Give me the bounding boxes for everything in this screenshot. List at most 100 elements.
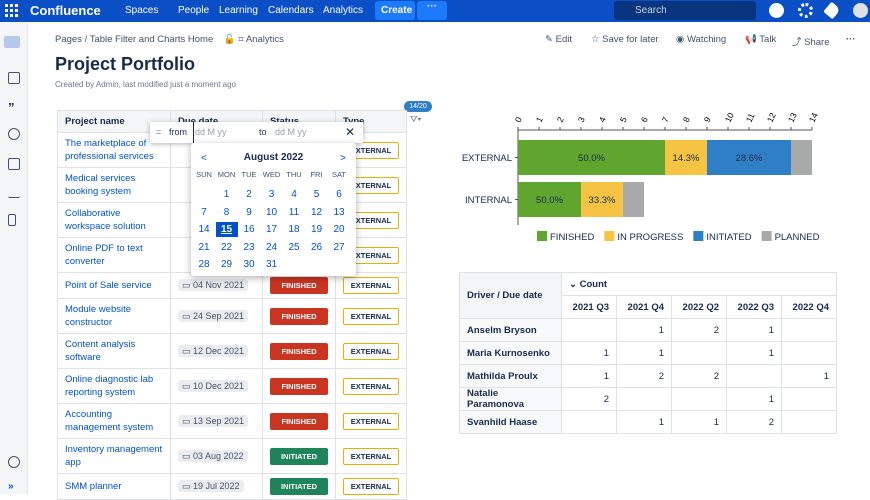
attachments-icon[interactable] [8,128,20,140]
day[interactable]: 3 [268,189,275,200]
project-link[interactable]: Point of Sale service [65,280,152,291]
day[interactable]: 5 [313,189,320,200]
filter-badge[interactable]: 14/20 [404,101,432,112]
pages-icon[interactable] [8,72,20,84]
help-icon[interactable] [769,3,784,18]
settings-icon[interactable] [8,456,20,468]
nav-item[interactable]: Spaces [125,5,159,16]
filter-icon[interactable]: ⛛▾ [410,114,422,124]
search-placeholder[interactable]: Search [635,5,667,16]
logo[interactable]: Confluence [30,3,101,18]
column-header[interactable]: Project name [57,110,171,133]
day[interactable]: 23 [243,241,255,253]
day[interactable]: 1 [223,189,230,200]
day[interactable]: 29 [220,259,233,270]
nav-item[interactable]: Analytics [323,5,364,16]
day[interactable]: 19 [310,224,323,235]
day[interactable]: 13 [333,206,345,218]
breadcrumb-item[interactable]: Table Filter and Charts Home [89,34,214,45]
count-cell [781,318,837,342]
notifications-icon[interactable] [823,1,841,20]
bar-segment [581,182,623,217]
nav-item[interactable]: Learning [219,5,258,16]
project-link[interactable]: Collaborative workspace solution [65,208,146,232]
day[interactable]: 28 [198,259,210,270]
more-actions[interactable]: ··· [846,34,856,45]
avatar[interactable] [853,3,868,18]
project-link[interactable]: Accounting management system [65,409,154,433]
action[interactable]: 📢 Talk [745,34,777,45]
operator[interactable]: = [156,127,162,137]
type-lozenge: EXTERNAL [343,447,399,465]
project-link[interactable]: Module website constructor [65,304,132,328]
day[interactable]: 17 [265,224,278,235]
day[interactable]: 18 [288,224,300,235]
action[interactable]: ✎ Edit [545,34,572,45]
project-link[interactable]: Online PDF to text converter [65,243,143,267]
prev-month[interactable]: < [201,153,207,164]
day[interactable]: 31 [265,259,278,270]
close-button[interactable]: ✕ [345,125,356,139]
row-name: Mathilda Proulx [459,364,562,388]
day[interactable]: 7 [201,206,207,218]
search-box[interactable] [614,1,756,20]
action-label[interactable]: Save for later [602,34,659,45]
to-input[interactable]: dd M yy [275,127,307,137]
breadcrumb-item[interactable]: Pages [55,34,82,45]
day[interactable]: 8 [223,206,230,218]
breadcrumb-app[interactable]: Analytics [245,34,284,45]
day[interactable]: 30 [243,259,255,270]
day[interactable]: 6 [336,189,342,200]
count-cell: 1 [561,364,617,388]
create-label[interactable]: Create [381,5,413,16]
action[interactable]: ◉ Watching [676,34,727,45]
calendar-icon[interactable] [8,158,20,170]
day[interactable]: 20 [333,224,345,235]
expand-icon[interactable]: » [8,481,14,492]
table-row: Content analysis software ▭ 12 Dec 2021 FI… [57,333,407,369]
next-month[interactable]: > [340,153,346,164]
measure-label[interactable]: Count [579,278,608,290]
project-link[interactable]: Online diagnostic lab reporting system [65,374,154,398]
create-button[interactable] [375,1,415,20]
day[interactable]: 2 [246,189,252,200]
day[interactable]: 14 [198,224,210,235]
nav-item[interactable]: People [178,5,210,16]
action[interactable]: ☆ Save for later [591,34,659,45]
space-icon[interactable] [4,36,20,48]
day[interactable]: 24 [265,241,278,253]
project-link[interactable]: Inventory management app [65,444,163,468]
day-selected[interactable]: 15 [215,222,238,237]
day[interactable]: 27 [333,241,345,253]
day[interactable]: 10 [265,206,278,218]
action[interactable]: ⤴ Share [792,37,830,48]
action-label[interactable]: Watching [686,34,727,45]
action-label[interactable]: Edit [555,34,572,45]
more-button[interactable]: ··· [417,1,447,20]
project-link[interactable]: Medical services booking system [65,173,136,197]
action-label[interactable]: Talk [759,34,777,45]
day[interactable]: 21 [198,241,210,253]
tree-icon[interactable] [8,214,16,226]
from-input[interactable]: dd M yy [193,122,227,143]
day[interactable]: 4 [291,189,297,200]
day[interactable]: 12 [310,206,323,218]
action-label[interactable]: Share [804,37,830,48]
day[interactable]: 16 [243,224,255,235]
project-link[interactable]: The marketplace of professional services [65,138,154,162]
blog-icon[interactable]: ” [8,100,15,115]
app-switcher[interactable] [5,4,19,18]
day[interactable]: 11 [288,206,300,218]
day[interactable]: 26 [310,241,323,253]
analytics-icon[interactable] [8,186,20,198]
column-header: 2022 Q3 [726,295,782,319]
day[interactable]: 22 [220,241,233,253]
project-link[interactable]: SMM planner [65,481,122,492]
settings-icon[interactable] [798,3,813,18]
x-tick-label: 13 [786,111,799,124]
project-link[interactable]: Content analysis software [65,339,136,363]
type-lozenge: EXTERNAL [343,412,399,430]
day[interactable]: 9 [246,206,252,218]
day[interactable]: 25 [288,241,300,253]
nav-item[interactable]: Calendars [268,5,314,16]
